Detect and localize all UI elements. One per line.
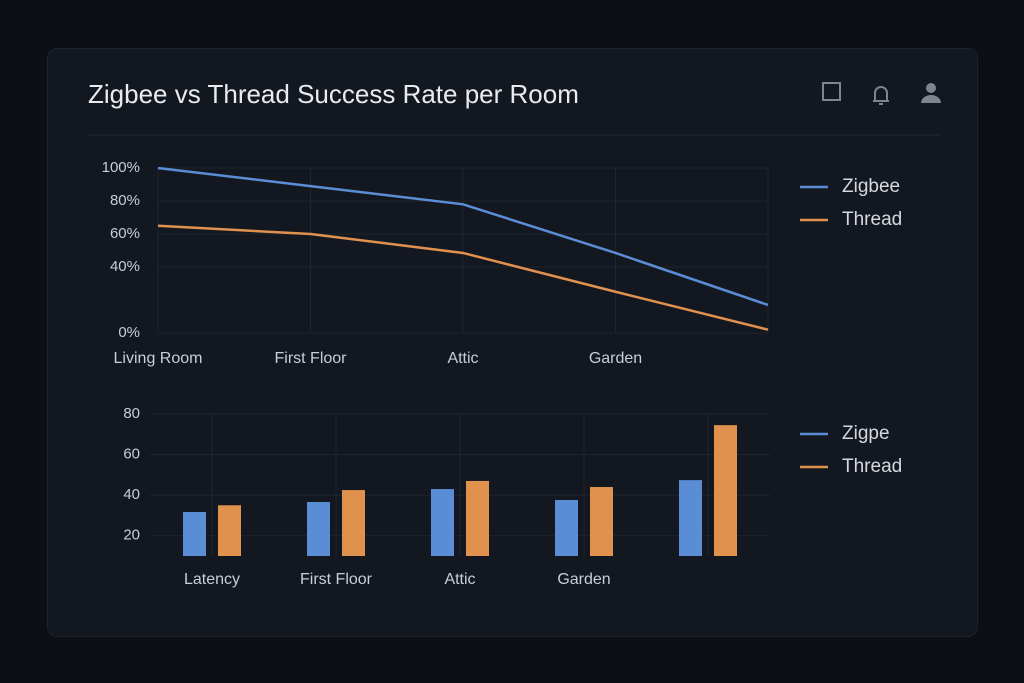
x-tick-label: First Floor [274,350,347,367]
bar [307,502,330,556]
x-tick-label: Garden [557,571,611,588]
bar [342,490,365,556]
chart-title: Zigbee vs Thread Success Rate per Room [88,79,579,109]
legend-label: Zigbee [842,176,900,197]
y-tick-label: 40% [110,258,140,275]
x-tick-label: Latency [183,571,241,588]
y-tick-label: 80 [123,405,140,422]
series-line [157,166,769,307]
bar [466,480,489,556]
bar [555,500,578,556]
user-icon[interactable] [921,83,941,103]
y-tick-label: 80% [110,192,140,209]
bar [431,489,454,556]
x-tick-label: Living Room [113,350,203,367]
bell-icon[interactable] [873,86,889,105]
legend-label: Zigpe [842,423,890,444]
x-tick-label: Garden [588,350,643,367]
series-line [157,224,769,331]
y-tick-label: 40 [123,486,140,503]
x-tick-label: Attic [444,571,476,588]
legend-label: Thread [842,209,902,230]
y-tick-label: 20 [123,527,140,544]
y-tick-label: 60% [110,225,140,242]
y-tick-label: 100% [102,159,140,176]
y-tick-label: 0% [118,324,140,341]
bar [714,425,737,556]
window-icon[interactable] [822,82,841,101]
bar [218,505,241,556]
bar [679,480,702,556]
bar [183,511,206,556]
x-tick-label: First Floor [300,571,372,588]
x-tick-label: Attic [447,350,479,367]
bar [590,487,613,556]
y-tick-label: 60 [123,446,140,463]
legend-label: Thread [842,456,902,477]
